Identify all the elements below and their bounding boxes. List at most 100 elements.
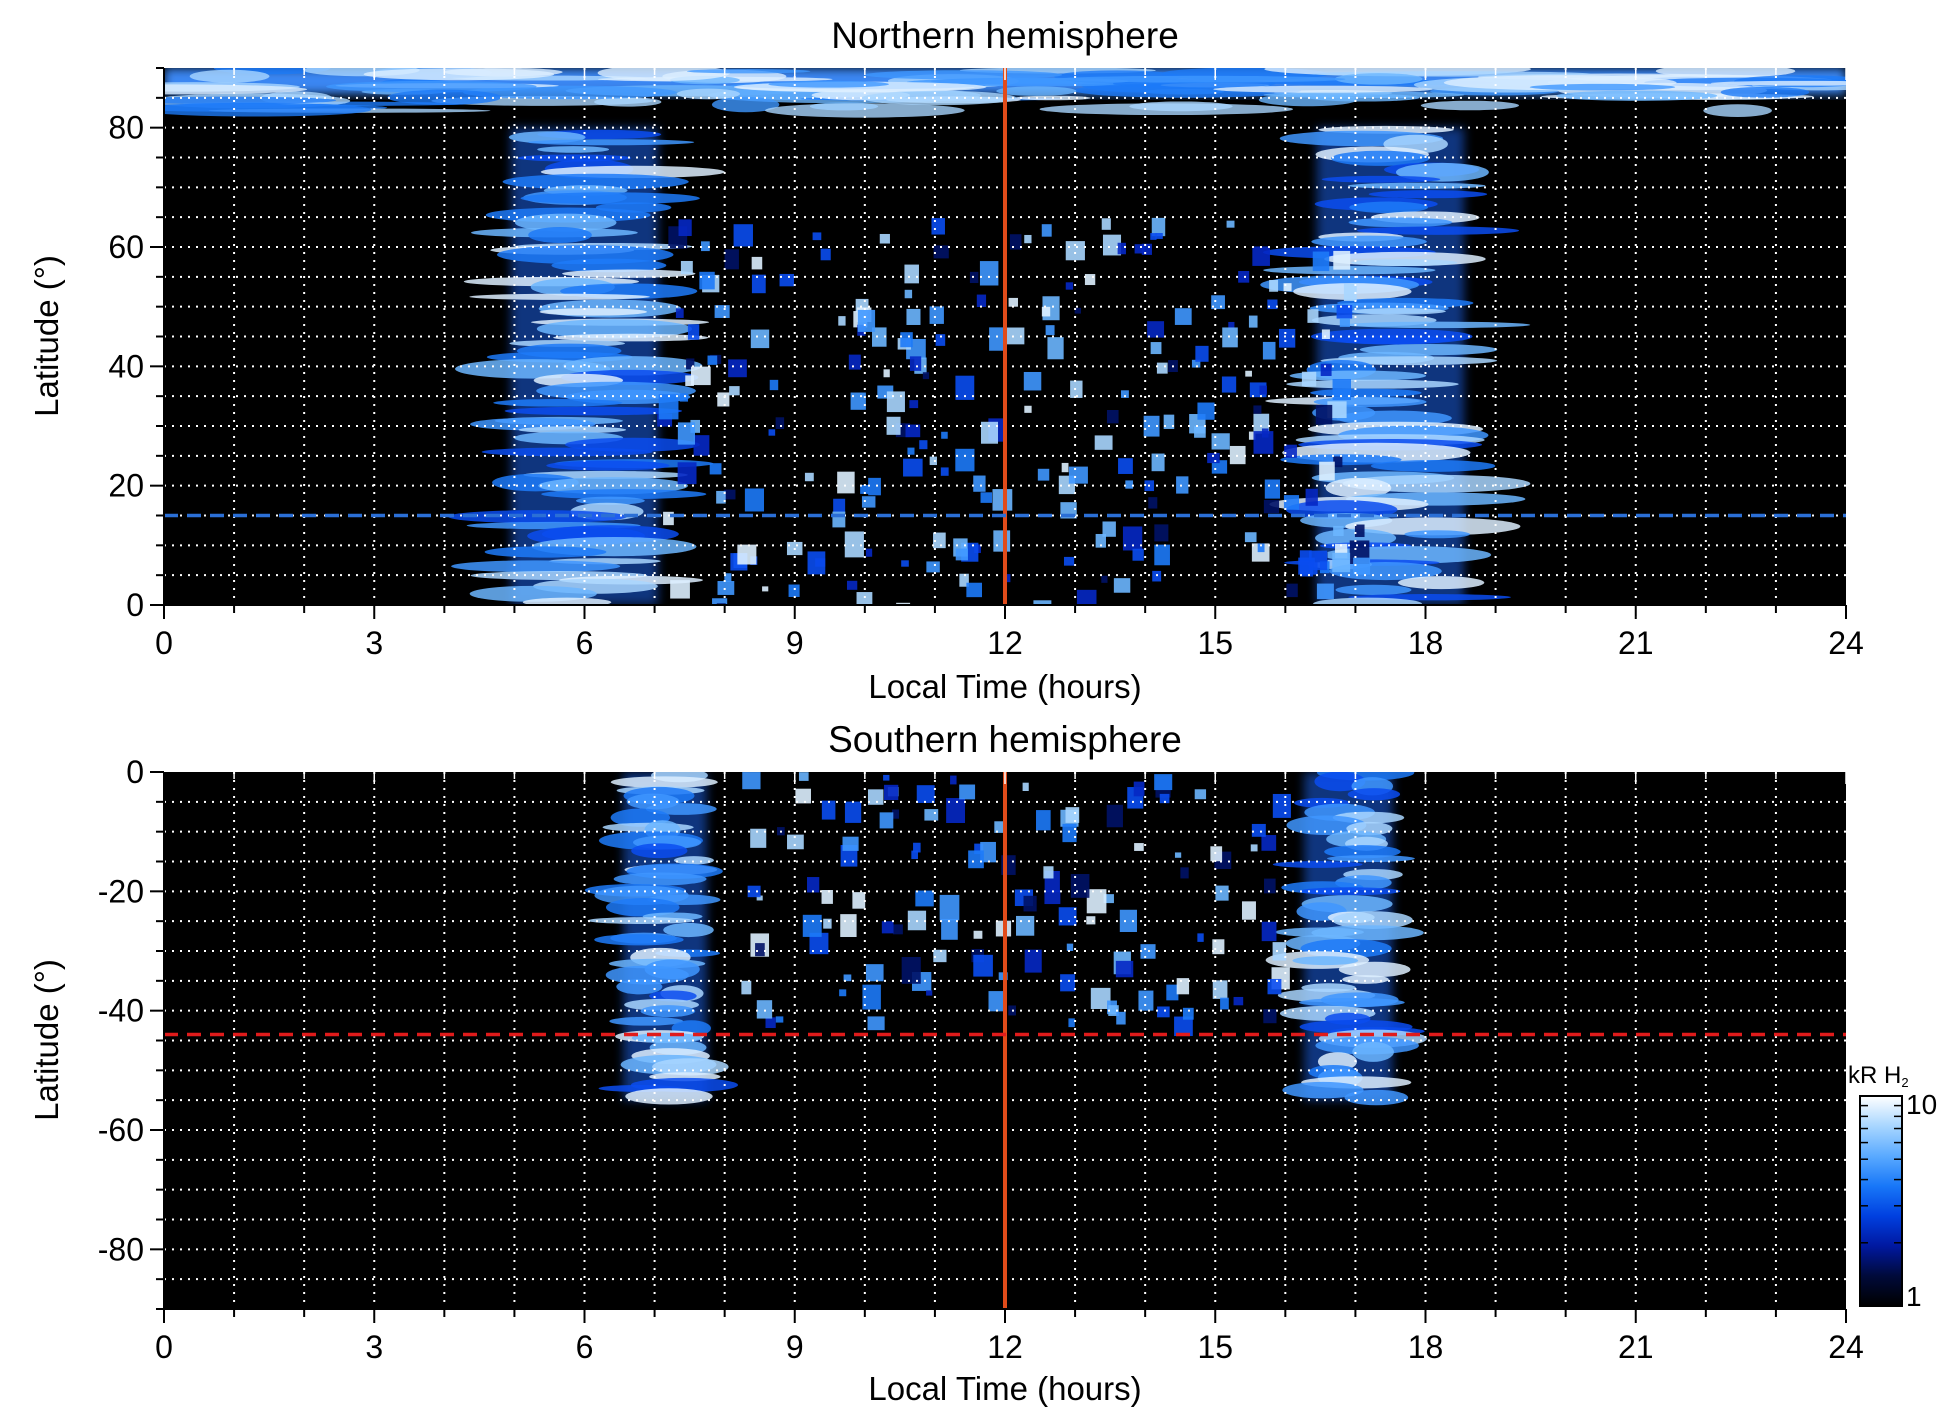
emission-patch (883, 369, 890, 378)
emission-patch (812, 232, 822, 241)
emission-patch (663, 511, 674, 526)
emission-patch (809, 932, 829, 955)
y-axis: 0 20 40 60 80 (108, 67, 165, 623)
emission-patch (1125, 480, 1134, 489)
emission-streak (610, 776, 718, 788)
emission-patch (1063, 556, 1075, 566)
emission-patch (857, 309, 876, 332)
emission-streak (164, 102, 372, 117)
x-tick-label: 18 (1408, 1329, 1444, 1365)
emission-patch (742, 772, 761, 790)
emission-patch (798, 772, 809, 781)
emission-streak (1342, 975, 1389, 984)
x-tick-label: 0 (155, 1329, 173, 1365)
emission-patch (1339, 318, 1350, 327)
emission-patch (955, 448, 975, 472)
emission-streak (451, 560, 621, 573)
emission-patch (883, 774, 890, 781)
emission-streak (518, 426, 627, 434)
y-axis-label: Latitude (°) (28, 959, 65, 1121)
emission-patch (1176, 978, 1190, 995)
emission-patch (993, 530, 1011, 552)
emission-patch (922, 372, 930, 380)
emission-patch (1197, 933, 1204, 942)
emission-streak (1332, 911, 1413, 929)
emission-patch (1022, 782, 1029, 791)
x-axis: 0 3 6 9 12 15 18 21 24 (155, 68, 1864, 661)
emission-patch (979, 261, 999, 286)
emission-patch (1309, 550, 1328, 571)
emission-patch (723, 489, 736, 500)
emission-patch (1101, 218, 1111, 230)
emission-streak (711, 96, 780, 113)
emission-patch (1086, 889, 1107, 914)
emission-patch (1041, 224, 1052, 237)
emission-patch (1211, 295, 1225, 310)
emission-patch (679, 393, 689, 402)
emission-streak (326, 80, 537, 93)
emission-patch (833, 498, 846, 513)
emission-patch (678, 219, 692, 237)
emission-streak (605, 898, 680, 917)
emission-patch (976, 294, 987, 308)
emission-patch (919, 440, 928, 450)
emission-patch (909, 356, 922, 371)
emission-patch (1283, 283, 1292, 292)
emission-patch (1016, 915, 1035, 936)
emission-patch (677, 422, 695, 445)
emission-patch (906, 308, 921, 325)
emission-patch (861, 496, 876, 508)
emission-patch (1320, 363, 1332, 376)
emission-patch (779, 273, 795, 287)
emission-streak (686, 69, 811, 74)
y-tick-label: 0 (126, 587, 144, 623)
emission-patch (1321, 329, 1330, 340)
emission-patch (1248, 431, 1256, 440)
emission-patch (1228, 321, 1235, 330)
emission-patch (844, 531, 864, 558)
y-tick-label: 80 (108, 110, 144, 146)
emission-streak (663, 922, 714, 938)
emission-patch (1065, 807, 1080, 823)
x-tick-label: 12 (987, 625, 1023, 661)
reference-lines (164, 68, 1846, 605)
emission-patch (750, 828, 767, 848)
emission-patch (1068, 1018, 1075, 1028)
y-tick-label: -60 (98, 1112, 144, 1148)
emission-patch (1272, 793, 1291, 818)
emission-streak (1404, 530, 1470, 539)
emission-patch (787, 834, 804, 850)
emission-patch (765, 1017, 776, 1029)
emission-patch (1215, 885, 1229, 901)
emission-patch (1155, 232, 1163, 239)
emission-patch (1267, 299, 1278, 310)
emission-patch (1152, 570, 1162, 582)
emission-patch (974, 843, 984, 855)
emission-region (584, 772, 739, 1105)
y-tick-label: 40 (108, 348, 144, 384)
emission-patch (1180, 867, 1189, 879)
emission-patch (905, 424, 921, 438)
emission-streak (1313, 597, 1423, 605)
emission-streak (1286, 379, 1459, 389)
emission-streak (1321, 175, 1441, 183)
emission-streak (1370, 460, 1496, 472)
x-tick-label: 3 (365, 625, 383, 661)
emission-streak (164, 96, 337, 105)
emission-patch (1154, 544, 1170, 566)
emission-patch (994, 821, 1005, 833)
emission-patch (1226, 220, 1235, 228)
emission-patch (1154, 524, 1169, 542)
emission-patch (973, 475, 986, 492)
emission-patch (1118, 458, 1133, 474)
x-tick-label: 6 (576, 625, 594, 661)
emission-patch (1103, 894, 1114, 904)
emission-patch (712, 598, 728, 605)
x-tick-label: 15 (1197, 625, 1233, 661)
emission-patch (821, 890, 833, 904)
emission-patch (1278, 328, 1296, 348)
emission-streak (1334, 73, 1423, 85)
emission-patch (821, 800, 836, 820)
emission-patch (950, 775, 957, 785)
emission-streak (594, 934, 684, 946)
